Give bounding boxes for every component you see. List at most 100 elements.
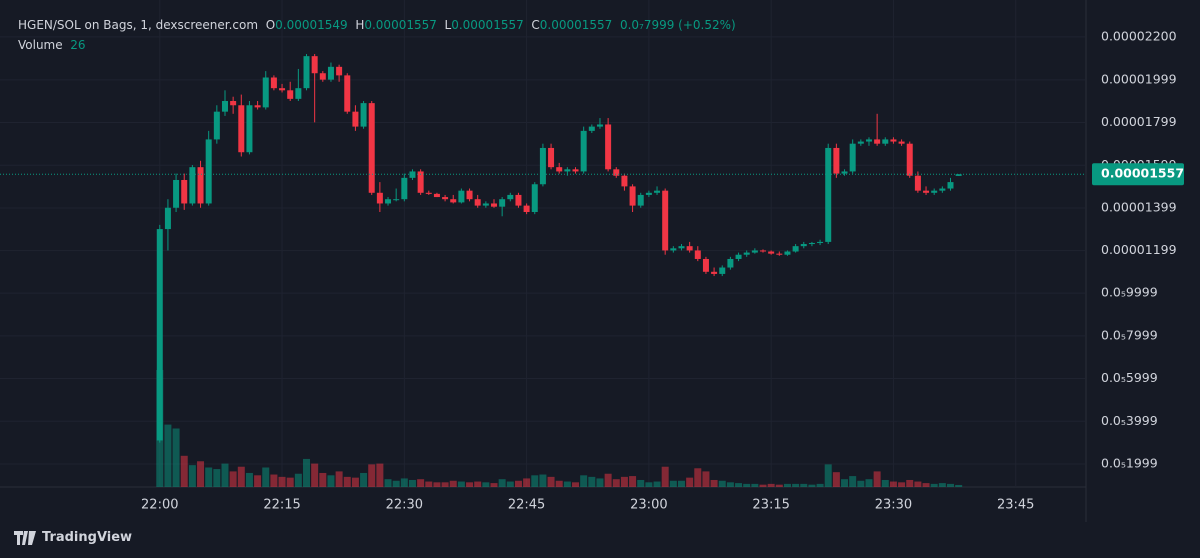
volume-bar: [604, 473, 612, 487]
volume-bar: [294, 473, 302, 487]
candle-body: [857, 141, 864, 144]
x-tick-label: 22:00: [141, 498, 178, 513]
candle-body: [303, 56, 310, 89]
candle-body: [458, 190, 465, 203]
candle-body: [939, 188, 946, 191]
candle-body: [270, 77, 277, 89]
volume-bar: [677, 480, 685, 487]
y-tick-label: 0.0₅9999: [1101, 285, 1158, 300]
volume-bar: [376, 463, 384, 487]
volume-bar: [221, 463, 229, 487]
volume-bar: [759, 484, 767, 487]
volume-bar: [213, 469, 221, 487]
volume-bar: [506, 481, 514, 487]
low-value: 0.00001557: [451, 18, 524, 32]
volume-bar: [205, 467, 213, 487]
volume-bar: [360, 472, 368, 487]
candle-body: [433, 193, 440, 198]
volume-bar: [254, 475, 262, 487]
volume-bar: [718, 480, 726, 487]
volume-bar: [914, 481, 922, 487]
y-tick-label: 0.0₅3999: [1101, 413, 1158, 428]
volume-bar: [629, 476, 637, 487]
candle-body: [482, 203, 489, 206]
candle-body: [352, 111, 359, 127]
volume-bar: [702, 471, 710, 487]
volume-bar: [653, 481, 661, 487]
candle-body: [572, 169, 579, 172]
candle-body: [238, 105, 245, 153]
volume-bar: [612, 479, 620, 487]
volume-bar: [735, 483, 743, 487]
candle-body: [596, 124, 603, 127]
volume-label: Volume: [18, 38, 63, 52]
candle-body: [931, 190, 938, 193]
candle-body: [637, 194, 644, 206]
candle-body: [507, 194, 514, 200]
volume-bar: [368, 464, 376, 487]
volume-bar: [498, 479, 506, 487]
candle-body: [654, 190, 661, 193]
volume-bar: [930, 483, 938, 487]
candle-body: [474, 199, 481, 206]
x-tick-label: 23:15: [752, 498, 789, 513]
volume-bar: [539, 474, 547, 487]
volume-bar: [400, 478, 408, 487]
candle-body: [768, 251, 775, 254]
volume-bar: [523, 478, 531, 487]
volume-bar: [710, 479, 718, 487]
candle-body: [246, 105, 253, 153]
volume-bar: [694, 468, 702, 487]
x-tick-label: 22:30: [386, 498, 423, 513]
volume-bar: [767, 483, 775, 487]
volume-bar: [335, 471, 343, 487]
volume-bar: [620, 476, 628, 487]
candle-body: [548, 147, 555, 168]
candle-body: [588, 126, 595, 131]
volume-bar: [832, 472, 840, 487]
volume-bar: [775, 484, 783, 487]
y-tick-label: 0.00001799: [1101, 114, 1177, 129]
volume-bar: [449, 480, 457, 487]
volume-bar: [841, 479, 849, 487]
candle-body: [841, 171, 848, 174]
candle-body: [947, 182, 954, 189]
volume-bar: [433, 482, 441, 487]
volume-bar: [466, 482, 474, 487]
candle-body: [442, 197, 449, 200]
close-value: 0.00001557: [539, 18, 613, 32]
x-tick-label: 23:30: [875, 498, 912, 513]
y-tick-label: 0.00001399: [1101, 199, 1177, 214]
candle-body: [955, 174, 962, 176]
volume-bar: [172, 428, 180, 487]
candle-body: [808, 242, 815, 245]
candle-body: [776, 253, 783, 255]
candle-body: [173, 179, 180, 208]
candle-body: [385, 199, 392, 204]
x-tick-label: 22:15: [263, 498, 300, 513]
candle-body: [923, 190, 930, 193]
volume-bar: [311, 463, 319, 487]
volume-bar: [808, 484, 816, 487]
volume-bar: [946, 483, 954, 487]
volume-bar: [457, 481, 465, 487]
l-label: L: [444, 18, 452, 32]
candle-body: [743, 252, 750, 255]
open-value: 0.00001549: [275, 18, 348, 32]
volume-bar: [881, 479, 889, 487]
footer: TradingView: [14, 530, 132, 545]
candle-body: [817, 241, 824, 243]
volume-bar: [180, 455, 188, 487]
brand-logo: [14, 530, 36, 545]
volume-bar: [563, 481, 571, 487]
candle-body: [376, 192, 383, 204]
candle-body: [800, 244, 807, 247]
volume-bar: [669, 480, 677, 487]
y-tick-label: 0.00002200: [1101, 28, 1177, 43]
volume-bar: [816, 483, 824, 487]
volume-bar: [645, 482, 653, 487]
volume-bar: [188, 465, 196, 487]
volume-bar: [278, 476, 286, 487]
volume-bar: [197, 461, 205, 487]
volume-bar: [490, 483, 498, 487]
